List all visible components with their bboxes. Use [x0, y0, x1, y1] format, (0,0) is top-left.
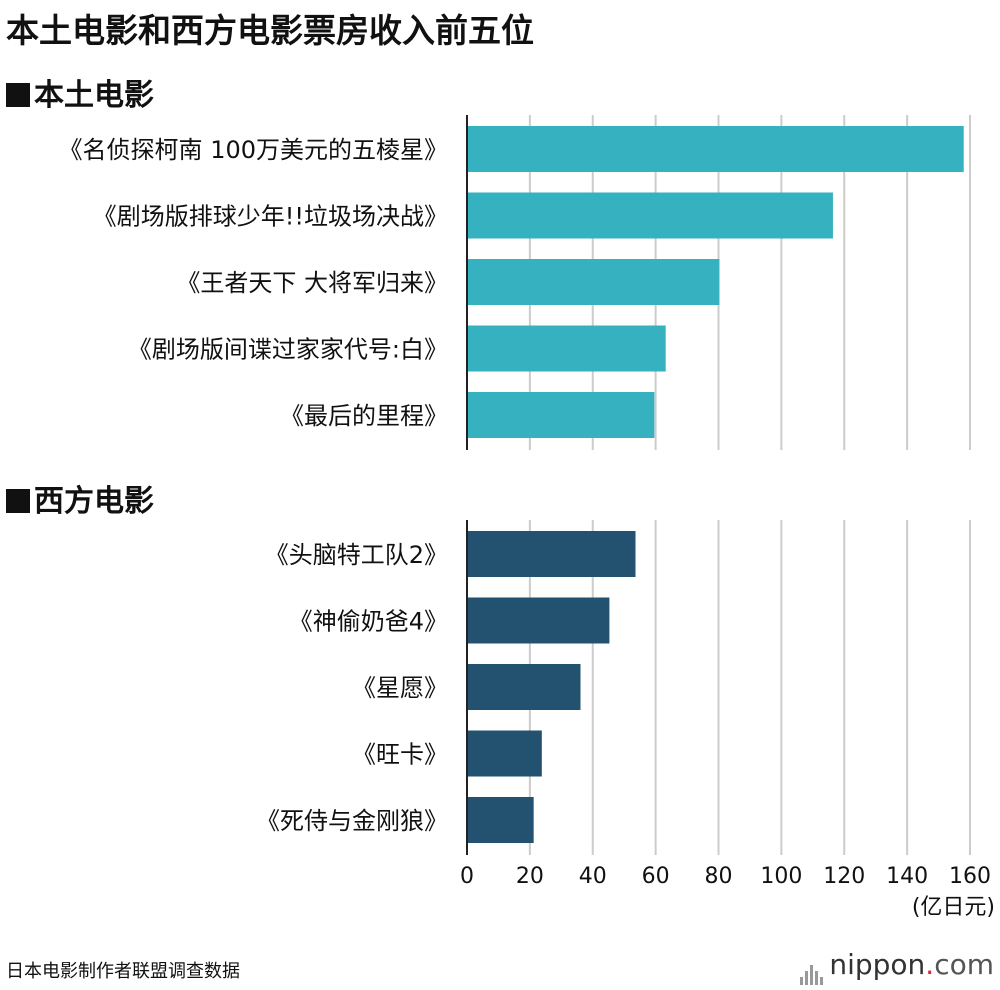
x-axis-unit-label: (亿日元)	[912, 895, 995, 920]
brand-suffix: com	[934, 948, 994, 981]
category-label: 《王者天下 大将军归来》	[176, 269, 448, 297]
bar	[467, 126, 964, 172]
brand-name: nippon	[829, 948, 926, 981]
category-label: 《剧场版排球少年!!垃圾场决战》	[93, 203, 448, 231]
brand-dot: .	[925, 948, 935, 981]
x-tick-label: 140	[886, 864, 928, 889]
category-label: 《名侦探柯南 100万美元的五棱星》	[59, 136, 448, 164]
x-tick-label: 60	[642, 864, 670, 889]
brand-bars-icon	[800, 952, 825, 985]
x-tick-label: 40	[579, 864, 607, 889]
chart-title: 本土电影和西方电影票房收入前五位	[6, 11, 534, 50]
brand-logo: nippon.com	[800, 948, 994, 985]
bar	[467, 597, 610, 644]
category-label: 《剧场版间谍过家家代号:白》	[128, 336, 448, 364]
category-label: 《死侍与金刚狼》	[256, 807, 448, 835]
category-label: 《神偷奶爸4》	[289, 608, 448, 636]
section-title-domestic: 本土电影	[6, 70, 154, 114]
bar	[467, 392, 655, 438]
category-label: 《头脑特工队2》	[265, 541, 448, 569]
bar	[467, 664, 581, 710]
x-tick-label: 100	[760, 864, 802, 889]
section-title-western-label: 西方电影	[34, 484, 154, 519]
x-tick-label: 120	[823, 864, 865, 889]
bar	[467, 531, 636, 577]
bar	[467, 259, 720, 305]
category-label: 《旺卡》	[352, 741, 448, 769]
section-title-western: 西方电影	[6, 476, 154, 520]
x-tick-label: 20	[516, 864, 544, 889]
square-bullet-icon	[6, 83, 30, 107]
bar	[467, 730, 542, 777]
category-label: 《最后的里程》	[280, 402, 448, 430]
x-tick-label: 160	[949, 864, 991, 889]
x-tick-label: 80	[705, 864, 733, 889]
source-note: 日本电影制作者联盟调查数据	[6, 961, 240, 982]
section-title-domestic-label: 本土电影	[34, 78, 154, 113]
bar	[467, 797, 534, 843]
square-bullet-icon	[6, 489, 30, 513]
category-label: 《星愿》	[352, 674, 448, 702]
x-tick-label: 0	[460, 864, 474, 889]
bar	[467, 192, 833, 239]
bar	[467, 325, 666, 372]
